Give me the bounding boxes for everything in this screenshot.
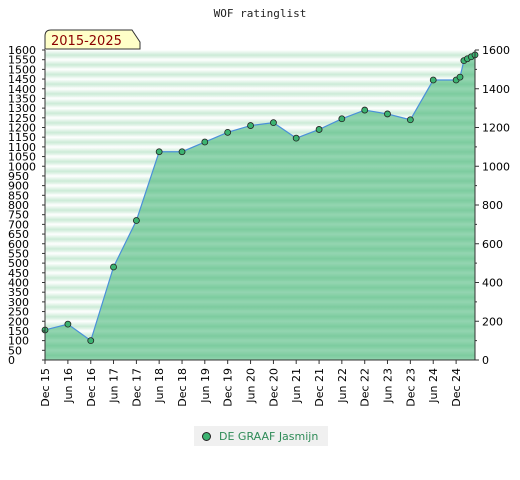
background-stripe <box>45 108 475 119</box>
y-tick-label: 600 <box>8 238 29 251</box>
data-point <box>315 126 323 133</box>
background-stripe <box>45 117 475 128</box>
y-tick-label: 700 <box>8 218 29 231</box>
x-tick-label: Jun 23 <box>381 368 394 404</box>
data-point <box>270 119 277 127</box>
x-tick-label: Dec 15 <box>39 368 52 407</box>
y-tick-label: 1100 <box>8 141 36 154</box>
x-tick-label: Dec 17 <box>130 368 143 407</box>
x-tick-label: Dec 19 <box>222 368 235 407</box>
y-tick-label: 1150 <box>8 131 36 144</box>
y-tick-label-right: 1200 <box>482 122 510 135</box>
y-tick-label: 450 <box>8 267 29 280</box>
data-point <box>338 115 346 123</box>
x-tick-label: Dec 24 <box>450 368 463 407</box>
x-tick-label: Jun 22 <box>336 368 349 404</box>
y-tick-label: 1500 <box>8 63 36 76</box>
y-tick-label: 800 <box>8 199 29 212</box>
y-tick-label: 1450 <box>8 73 36 86</box>
data-point <box>429 76 437 84</box>
rating-area <box>45 54 475 360</box>
period-badge: 2015-2025 <box>44 29 141 50</box>
data-point <box>87 337 95 345</box>
background-stripe <box>45 98 475 109</box>
data-point <box>155 148 163 156</box>
x-tick-label: Jun 19 <box>199 368 212 404</box>
background-stripe <box>45 59 475 70</box>
data-point <box>361 106 369 114</box>
background-stripe <box>45 88 475 99</box>
data-point <box>247 122 254 129</box>
y-tick-label-right: 400 <box>482 277 503 290</box>
y-tick-label: 850 <box>8 189 29 202</box>
data-point <box>201 138 209 146</box>
x-tick-label: Jun 24 <box>427 368 440 404</box>
x-tick-label: Dec 21 <box>313 368 326 407</box>
legend: DE GRAAF Jasmijn <box>194 426 328 446</box>
x-tick-label: Jun 18 <box>153 368 166 404</box>
background-stripe <box>45 79 475 90</box>
y-tick-label: 750 <box>8 209 29 222</box>
y-tick-label-right: 600 <box>482 238 503 251</box>
x-ticks: Dec 15 Jun 16 Dec 16 Jun 17 Dec 17 Jun 18 Dec … <box>39 360 463 407</box>
data-point <box>384 110 391 118</box>
period-badge-text: 2015-2025 <box>51 34 122 49</box>
legend-label: DE GRAAF Jasmijn <box>219 429 319 443</box>
y-tick-label: 500 <box>8 257 29 270</box>
x-tick-label: Jun 17 <box>108 368 121 404</box>
y-tick-label: 950 <box>8 170 29 183</box>
x-tick-label: Dec 16 <box>85 368 98 407</box>
y-tick-label: 1350 <box>8 92 36 105</box>
x-tick-label: Dec 23 <box>404 368 417 407</box>
data-point <box>64 320 72 328</box>
x-tick-label: Jun 21 <box>290 368 303 404</box>
y-tick-label: 350 <box>8 286 29 299</box>
y-tick-label: 900 <box>8 180 29 193</box>
x-tick-label: Dec 18 <box>176 368 189 407</box>
y-tick-label: 1050 <box>8 151 36 164</box>
background-stripe <box>45 50 475 61</box>
data-point <box>292 134 300 142</box>
y-tick-label: 1600 <box>8 44 36 57</box>
y-tick-label: 1550 <box>8 54 36 67</box>
y-tick-label: 1400 <box>8 83 36 96</box>
y-tick-label-right: 1000 <box>482 160 510 173</box>
y-ticks-right: 1600 1400 1200 1000 800 600 400 200 0 <box>475 44 510 367</box>
x-tick-label: Dec 22 <box>359 368 372 407</box>
y-tick-label-right: 200 <box>482 315 503 328</box>
y-tick-label: 650 <box>8 228 29 241</box>
y-tick-label-right: 1400 <box>482 83 510 96</box>
data-point <box>224 128 232 136</box>
legend-marker-icon <box>202 431 211 441</box>
y-tick-label: 550 <box>8 247 29 260</box>
y-tick-label: 1200 <box>8 122 36 135</box>
data-point <box>178 148 186 156</box>
y-ticks-left: 1600155015001450140013501300125012001150… <box>8 44 45 367</box>
data-point <box>110 263 117 271</box>
y-tick-label-right: 800 <box>482 199 503 212</box>
y-tick-label: 0 <box>8 354 15 367</box>
data-point <box>133 217 140 224</box>
background-stripe <box>45 69 475 80</box>
chart-title: WOF ratinglist <box>214 7 307 20</box>
y-tick-label-right: 1600 <box>482 44 510 57</box>
y-tick-label: 150 <box>8 325 29 338</box>
y-tick-label: 50 <box>8 344 22 357</box>
y-tick-label: 1300 <box>8 102 36 115</box>
data-point <box>406 116 414 124</box>
y-tick-label: 1250 <box>8 112 36 125</box>
y-tick-label: 250 <box>8 306 29 319</box>
x-tick-label: Jun 20 <box>245 368 258 404</box>
x-tick-label: Jun 16 <box>62 368 75 404</box>
data-points <box>41 51 479 345</box>
data-point <box>456 73 464 81</box>
y-tick-label: 200 <box>8 315 29 328</box>
y-tick-label: 400 <box>8 277 29 290</box>
y-tick-label: 300 <box>8 296 29 309</box>
y-tick-label: 1000 <box>8 160 36 173</box>
y-tick-label: 100 <box>8 335 29 348</box>
x-tick-label: Dec 20 <box>267 368 280 407</box>
y-tick-label-right: 0 <box>482 354 489 367</box>
